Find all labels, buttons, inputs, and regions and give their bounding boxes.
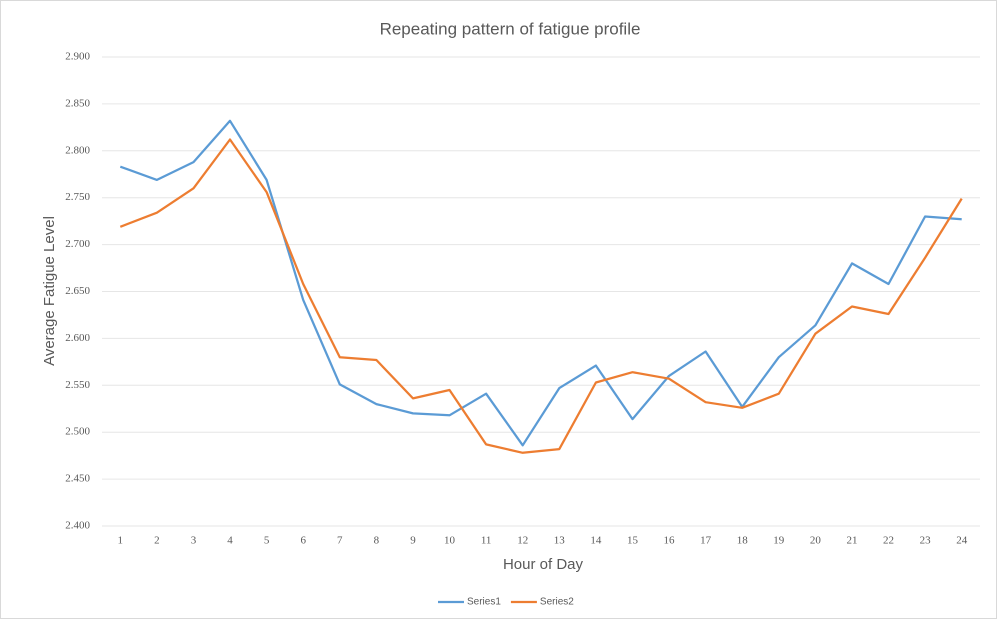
x-tick-label: 4 <box>227 535 233 547</box>
x-tick-label: 11 <box>481 535 492 547</box>
y-tick-label: 2.600 <box>65 332 90 344</box>
series-line <box>119 138 963 454</box>
x-tick-label: 1 <box>118 535 124 547</box>
x-tick-label: 17 <box>700 535 712 547</box>
legend-label: Series1 <box>467 597 501 608</box>
x-tick-label: 14 <box>590 535 602 547</box>
x-tick-label: 13 <box>554 535 566 547</box>
y-tick-label: 2.900 <box>65 51 90 63</box>
x-tick-label: 6 <box>300 535 306 547</box>
x-tick-label: 15 <box>627 535 639 547</box>
y-tick-label: 2.400 <box>65 520 90 532</box>
x-tick-label: 5 <box>264 535 270 547</box>
y-tick-label: 2.750 <box>65 191 90 203</box>
x-tick-label: 7 <box>337 535 343 547</box>
chart-title: Repeating pattern of fatigue profile <box>380 19 641 38</box>
x-tick-label: 23 <box>920 535 932 547</box>
y-tick-label: 2.850 <box>65 97 90 109</box>
y-axis-label: Average Fatigue Level <box>41 216 58 366</box>
x-tick-label: 24 <box>956 535 968 547</box>
x-tick-label: 12 <box>517 535 528 547</box>
y-tick-label: 2.500 <box>65 426 90 438</box>
y-tick-label: 2.450 <box>65 473 90 485</box>
x-tick-label: 2 <box>154 535 160 547</box>
x-tick-label: 10 <box>444 535 456 547</box>
y-tick-label: 2.700 <box>65 238 90 250</box>
y-tick-label: 2.550 <box>65 379 90 391</box>
x-tick-label: 18 <box>737 535 749 547</box>
y-tick-label: 2.650 <box>65 285 90 297</box>
legend-label: Series2 <box>540 597 574 608</box>
x-tick-label: 16 <box>664 535 676 547</box>
x-tick-label: 19 <box>773 535 785 547</box>
x-tick-label: 22 <box>883 535 894 547</box>
y-tick-label: 2.800 <box>65 144 90 156</box>
x-tick-label: 9 <box>410 535 416 547</box>
series-line <box>119 119 962 447</box>
x-tick-label: 3 <box>191 535 197 547</box>
x-tick-label: 21 <box>846 535 857 547</box>
x-axis-label: Hour of Day <box>503 556 584 573</box>
x-tick-label: 8 <box>374 535 380 547</box>
x-tick-label: 20 <box>810 535 822 547</box>
